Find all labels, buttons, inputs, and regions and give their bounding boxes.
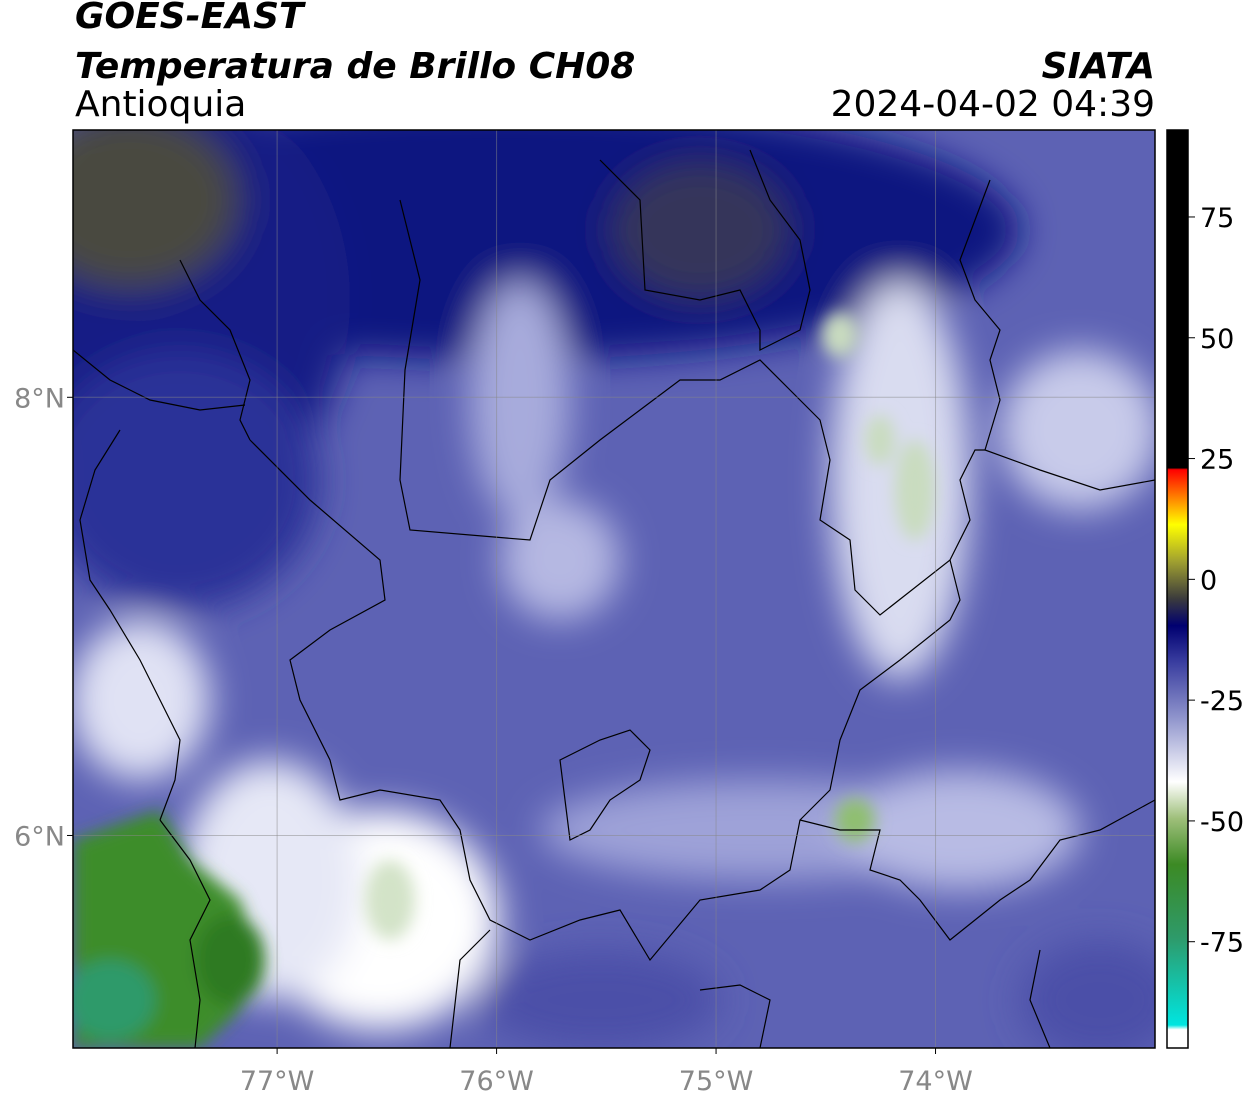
colorbar-tick-label: 0 (1200, 565, 1217, 596)
colorbar-tick-label: -25 (1200, 686, 1244, 717)
source: SIATA (1042, 46, 1155, 87)
datetime: 2024-04-02 04:39 (831, 84, 1155, 125)
region: Antioquia (75, 84, 246, 125)
map-frame (72, 129, 1156, 1049)
x-tick-label: 74°W (898, 1066, 973, 1097)
boundaries (73, 149, 1155, 1048)
y-tick-label: 6°N (14, 821, 65, 852)
x-tick-label: 76°W (459, 1066, 534, 1097)
title: GOES-EAST (75, 0, 306, 37)
graticule (73, 130, 1155, 1048)
x-tick-label: 77°W (240, 1066, 315, 1097)
colorbar-tick-label: 75 (1200, 203, 1234, 234)
colorbar-tick-label: 25 (1200, 445, 1234, 476)
x-tick-label: 75°W (679, 1066, 754, 1097)
satellite-image (73, 130, 1155, 1048)
colorbar (1166, 129, 1189, 1049)
y-tick-label: 8°N (14, 383, 65, 414)
colorbar-tick-label: -50 (1200, 807, 1244, 838)
colorbar-tick-label: 50 (1200, 324, 1234, 355)
colorbar-tick-label: -75 (1200, 928, 1244, 959)
subtitle: Temperatura de Brillo CH08 (75, 46, 635, 87)
